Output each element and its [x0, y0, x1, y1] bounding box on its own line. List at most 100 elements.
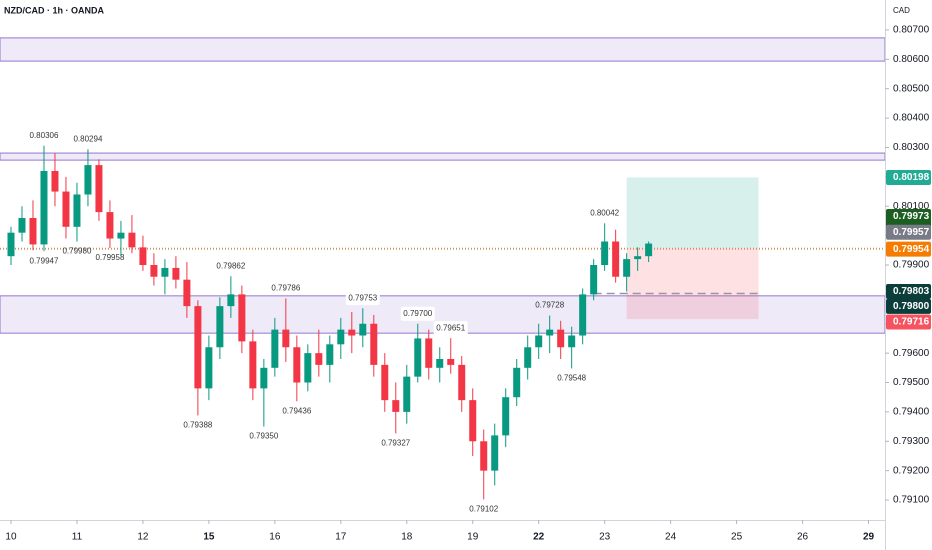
candle-body — [590, 264, 598, 295]
x-tick-label: 22 — [533, 532, 545, 543]
price-label: 0.80198 — [893, 172, 930, 183]
annotation: 0.80294 — [73, 134, 102, 143]
candle-body — [51, 170, 59, 192]
candle-body — [260, 367, 268, 389]
candle-body — [502, 397, 510, 436]
x-tick-label: 16 — [269, 532, 281, 543]
y-tick-label: 0.79100 — [893, 495, 930, 506]
x-tick-label: 18 — [401, 532, 413, 543]
candle-body — [40, 170, 48, 245]
x-tick-label: 29 — [863, 532, 875, 543]
candle-body — [513, 367, 521, 398]
y-tick-label: 0.79300 — [893, 436, 930, 447]
candle-body — [73, 194, 81, 227]
candle-body — [62, 191, 70, 227]
x-tick-label: 15 — [203, 532, 215, 543]
candle-body — [359, 323, 367, 336]
annotation: 0.79388 — [183, 421, 212, 430]
stop-zone — [626, 248, 759, 320]
price-label-box — [886, 283, 931, 299]
price-label: 0.79957 — [893, 227, 930, 238]
y-tick-label: 0.80300 — [893, 142, 930, 153]
candle-body — [337, 329, 345, 345]
candle-body — [458, 364, 466, 401]
y-tick-label: 0.80500 — [893, 83, 930, 94]
candle-body — [403, 376, 411, 412]
annotation: 0.80306 — [30, 131, 59, 140]
price-label: 0.79973 — [893, 211, 930, 222]
y-tick-label: 0.79400 — [893, 407, 930, 418]
candle-body — [436, 359, 444, 368]
candle-body — [249, 341, 257, 389]
candle-body — [194, 306, 202, 389]
candle-body — [645, 243, 653, 257]
candle-body — [480, 441, 488, 471]
candle-body — [150, 264, 158, 277]
y-tick-label: 0.79500 — [893, 377, 930, 388]
x-tick-label: 12 — [137, 532, 149, 543]
currency-label: CAD — [893, 6, 910, 15]
candle-body — [282, 329, 290, 348]
annotation: 0.79980 — [62, 247, 91, 256]
annotation: 0.79786 — [271, 284, 300, 293]
x-tick-label: 11 — [72, 532, 83, 543]
price-label-box — [886, 241, 931, 257]
y-tick-label: 0.79900 — [893, 260, 930, 271]
target-zone — [626, 177, 759, 249]
candle-body — [172, 267, 180, 280]
candle-body — [106, 212, 114, 239]
price-label: 0.79716 — [893, 317, 930, 328]
y-tick-label: 0.80600 — [893, 54, 930, 65]
candle-body — [128, 232, 136, 248]
y-tick-label: 0.79600 — [893, 348, 930, 359]
y-tick-label: 0.80100 — [893, 201, 930, 212]
candle-body — [579, 294, 587, 336]
candle-body — [326, 344, 334, 365]
candle-body — [414, 338, 422, 377]
candle-body — [535, 335, 543, 348]
annotation: 0.79700 — [403, 309, 432, 318]
candle-body — [7, 232, 15, 257]
annotation: 0.79327 — [381, 438, 410, 447]
candle-body — [117, 232, 125, 239]
candle-body — [392, 400, 400, 412]
annotation-box — [433, 321, 468, 336]
annotation-box — [345, 291, 380, 306]
price-label-box — [886, 169, 931, 185]
candle-body — [557, 329, 565, 348]
candle-body — [29, 217, 37, 245]
price-label-box — [886, 298, 931, 314]
candle-body — [216, 306, 224, 348]
candle-body — [469, 400, 477, 442]
candle-body — [271, 329, 279, 368]
candle-body — [348, 329, 356, 336]
annotation: 0.79947 — [30, 256, 59, 265]
x-tick-label: 23 — [599, 532, 611, 543]
candle-body — [227, 294, 235, 307]
x-tick-label: 25 — [731, 532, 743, 543]
candle-body — [238, 294, 246, 342]
candle-body — [524, 347, 532, 368]
candle-body — [546, 329, 554, 336]
x-tick-label: 24 — [665, 532, 677, 543]
annotation: 0.79728 — [535, 301, 564, 310]
annotation: 0.79651 — [436, 323, 465, 332]
candle-body — [161, 267, 169, 277]
annotation: 0.79548 — [557, 374, 586, 383]
price-label: 0.79954 — [893, 244, 930, 255]
price-label-box — [886, 224, 931, 240]
annotation-box — [400, 306, 435, 321]
candle-body — [18, 217, 26, 233]
candle-body — [84, 165, 92, 195]
candle-body — [623, 259, 631, 277]
x-tick-label: 26 — [797, 532, 809, 543]
candle-body — [304, 353, 312, 383]
annotation: 0.79862 — [216, 261, 245, 270]
annotation: 0.79102 — [469, 505, 498, 514]
y-tick-label: 0.80700 — [893, 25, 930, 36]
x-tick-label: 17 — [335, 532, 347, 543]
candle-body — [370, 323, 378, 365]
